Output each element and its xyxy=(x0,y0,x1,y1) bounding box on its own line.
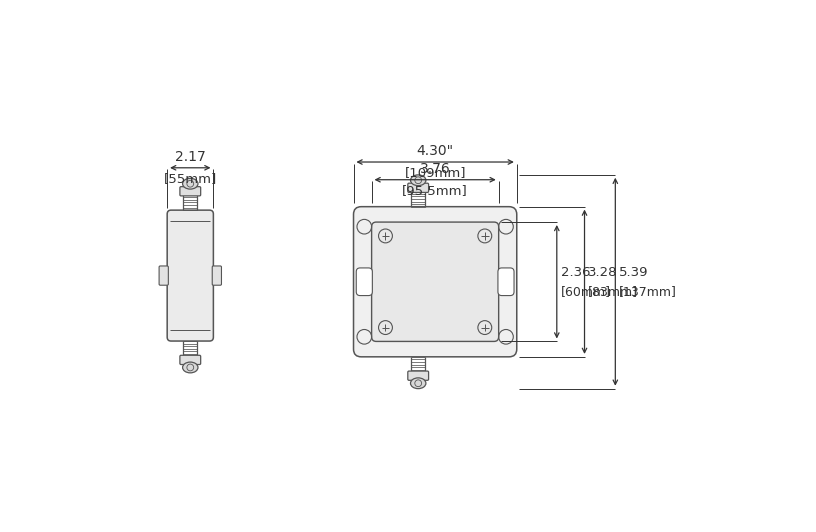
Text: [95.5mm]: [95.5mm] xyxy=(402,184,468,197)
FancyBboxPatch shape xyxy=(212,266,221,285)
Text: 3.76: 3.76 xyxy=(419,162,450,176)
Text: 4.30": 4.30" xyxy=(417,144,454,158)
Text: [55mm]: [55mm] xyxy=(164,172,217,185)
Ellipse shape xyxy=(410,378,426,389)
FancyBboxPatch shape xyxy=(357,268,372,296)
Text: 2.36: 2.36 xyxy=(561,265,590,279)
FancyBboxPatch shape xyxy=(498,268,514,296)
Text: 2.17: 2.17 xyxy=(175,150,206,164)
FancyBboxPatch shape xyxy=(167,210,213,341)
Ellipse shape xyxy=(410,175,426,186)
Ellipse shape xyxy=(183,362,198,373)
Text: [60mm]: [60mm] xyxy=(561,285,610,298)
FancyBboxPatch shape xyxy=(371,222,499,342)
FancyBboxPatch shape xyxy=(408,371,428,380)
FancyBboxPatch shape xyxy=(180,187,201,196)
FancyBboxPatch shape xyxy=(159,266,168,285)
Text: 5.39: 5.39 xyxy=(619,265,649,279)
FancyBboxPatch shape xyxy=(353,206,517,357)
Text: [109mm]: [109mm] xyxy=(405,166,466,179)
Ellipse shape xyxy=(183,178,198,189)
FancyBboxPatch shape xyxy=(180,355,201,364)
FancyBboxPatch shape xyxy=(408,183,428,193)
Text: [83mm]: [83mm] xyxy=(588,285,638,298)
Text: [137mm]: [137mm] xyxy=(619,285,677,298)
Text: 3.28: 3.28 xyxy=(588,265,618,279)
